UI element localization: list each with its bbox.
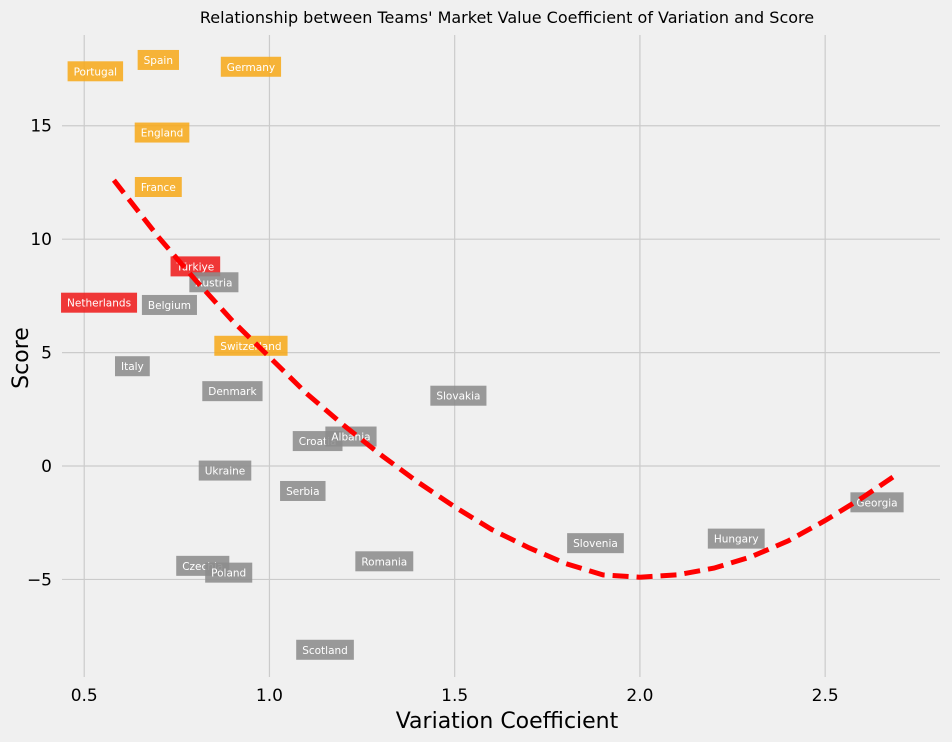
data-point: Denmark [202,381,263,402]
data-point: Poland [205,562,253,583]
x-tick-label: 1.0 [256,686,283,706]
team-label-box [134,122,190,143]
team-label-box [189,272,239,293]
team-label: France [141,182,176,194]
team-label-box [280,480,326,501]
data-point: Austria [189,272,239,293]
team-label: Scotland [302,645,348,657]
team-label: Belgium [148,300,191,312]
x-tick-labels: 0.5 1.0 1.5 2.0 2.5 [71,686,839,706]
y-tick-label: 5 [41,344,52,364]
x-tick-label: 0.5 [71,686,98,706]
team-label-box [134,176,182,197]
data-point: Italy [114,356,150,377]
team-label-box [202,381,263,402]
y-tick-labels: −5 0 5 10 15 [27,117,52,591]
team-label: Georgia [856,497,897,509]
y-tick-label: 15 [30,117,52,137]
team-label-box [141,294,197,315]
team-label-box [296,639,354,660]
data-point: France [134,176,182,197]
team-label: Romania [361,556,407,568]
data-point: Switzerland [214,335,288,356]
team-label-box [355,551,414,572]
team-label-box [220,56,282,77]
team-label: Slovakia [436,391,480,403]
team-label: Ukraine [205,466,246,478]
team-label-box [170,256,221,277]
team-label-box [198,460,252,481]
data-point: Portugal [67,61,124,82]
team-label: Poland [211,568,246,580]
team-label-box [205,562,253,583]
team-label: England [141,128,184,140]
team-label-box [567,533,624,554]
team-label: Germany [227,62,275,74]
data-point: Spain [137,49,179,70]
data-point: Scotland [296,639,354,660]
team-label-box [707,528,765,549]
grid-lines [62,35,940,677]
team-label-box [214,335,288,356]
data-point: Georgia [850,492,904,513]
team-label: Italy [121,361,144,373]
data-point: Romania [355,551,414,572]
team-label: Spain [144,55,173,67]
y-axis-label: Score [9,327,34,389]
data-point: England [134,122,190,143]
team-label: Hungary [714,534,759,546]
team-label-box [137,49,179,70]
data-point: Germany [220,56,282,77]
team-label-box [67,61,124,82]
x-tick-label: 2.5 [812,686,839,706]
team-label: Serbia [286,486,319,498]
data-point: Belgium [141,294,197,315]
team-label: Slovenia [573,538,618,550]
x-tick-label: 1.5 [441,686,468,706]
team-label-box [61,292,138,313]
team-label: Albania [331,432,370,444]
team-label: Netherlands [67,298,131,310]
y-tick-label: 0 [41,457,52,477]
team-label: Austria [195,277,232,289]
x-tick-label: 2.0 [626,686,653,706]
trend-line [111,178,901,580]
data-point: Netherlands [61,292,138,313]
team-label: Denmark [208,386,257,398]
team-points: PortugalSpainGermanyEnglandFranceTürkiye… [61,49,904,660]
y-tick-label: 10 [30,230,52,250]
team-label: Switzerland [220,341,281,353]
team-label: Portugal [74,66,118,78]
chart-title: Relationship between Teams' Market Value… [200,8,814,27]
team-label-box [114,356,150,377]
team-label-box [430,385,487,406]
y-tick-label: −5 [27,570,52,590]
data-point: Serbia [280,480,326,501]
data-point: Hungary [707,528,765,549]
data-point: Ukraine [198,460,252,481]
x-axis-label: Variation Coefficient [396,709,619,734]
data-point: Slovakia [430,385,487,406]
data-point: Slovenia [567,533,624,554]
